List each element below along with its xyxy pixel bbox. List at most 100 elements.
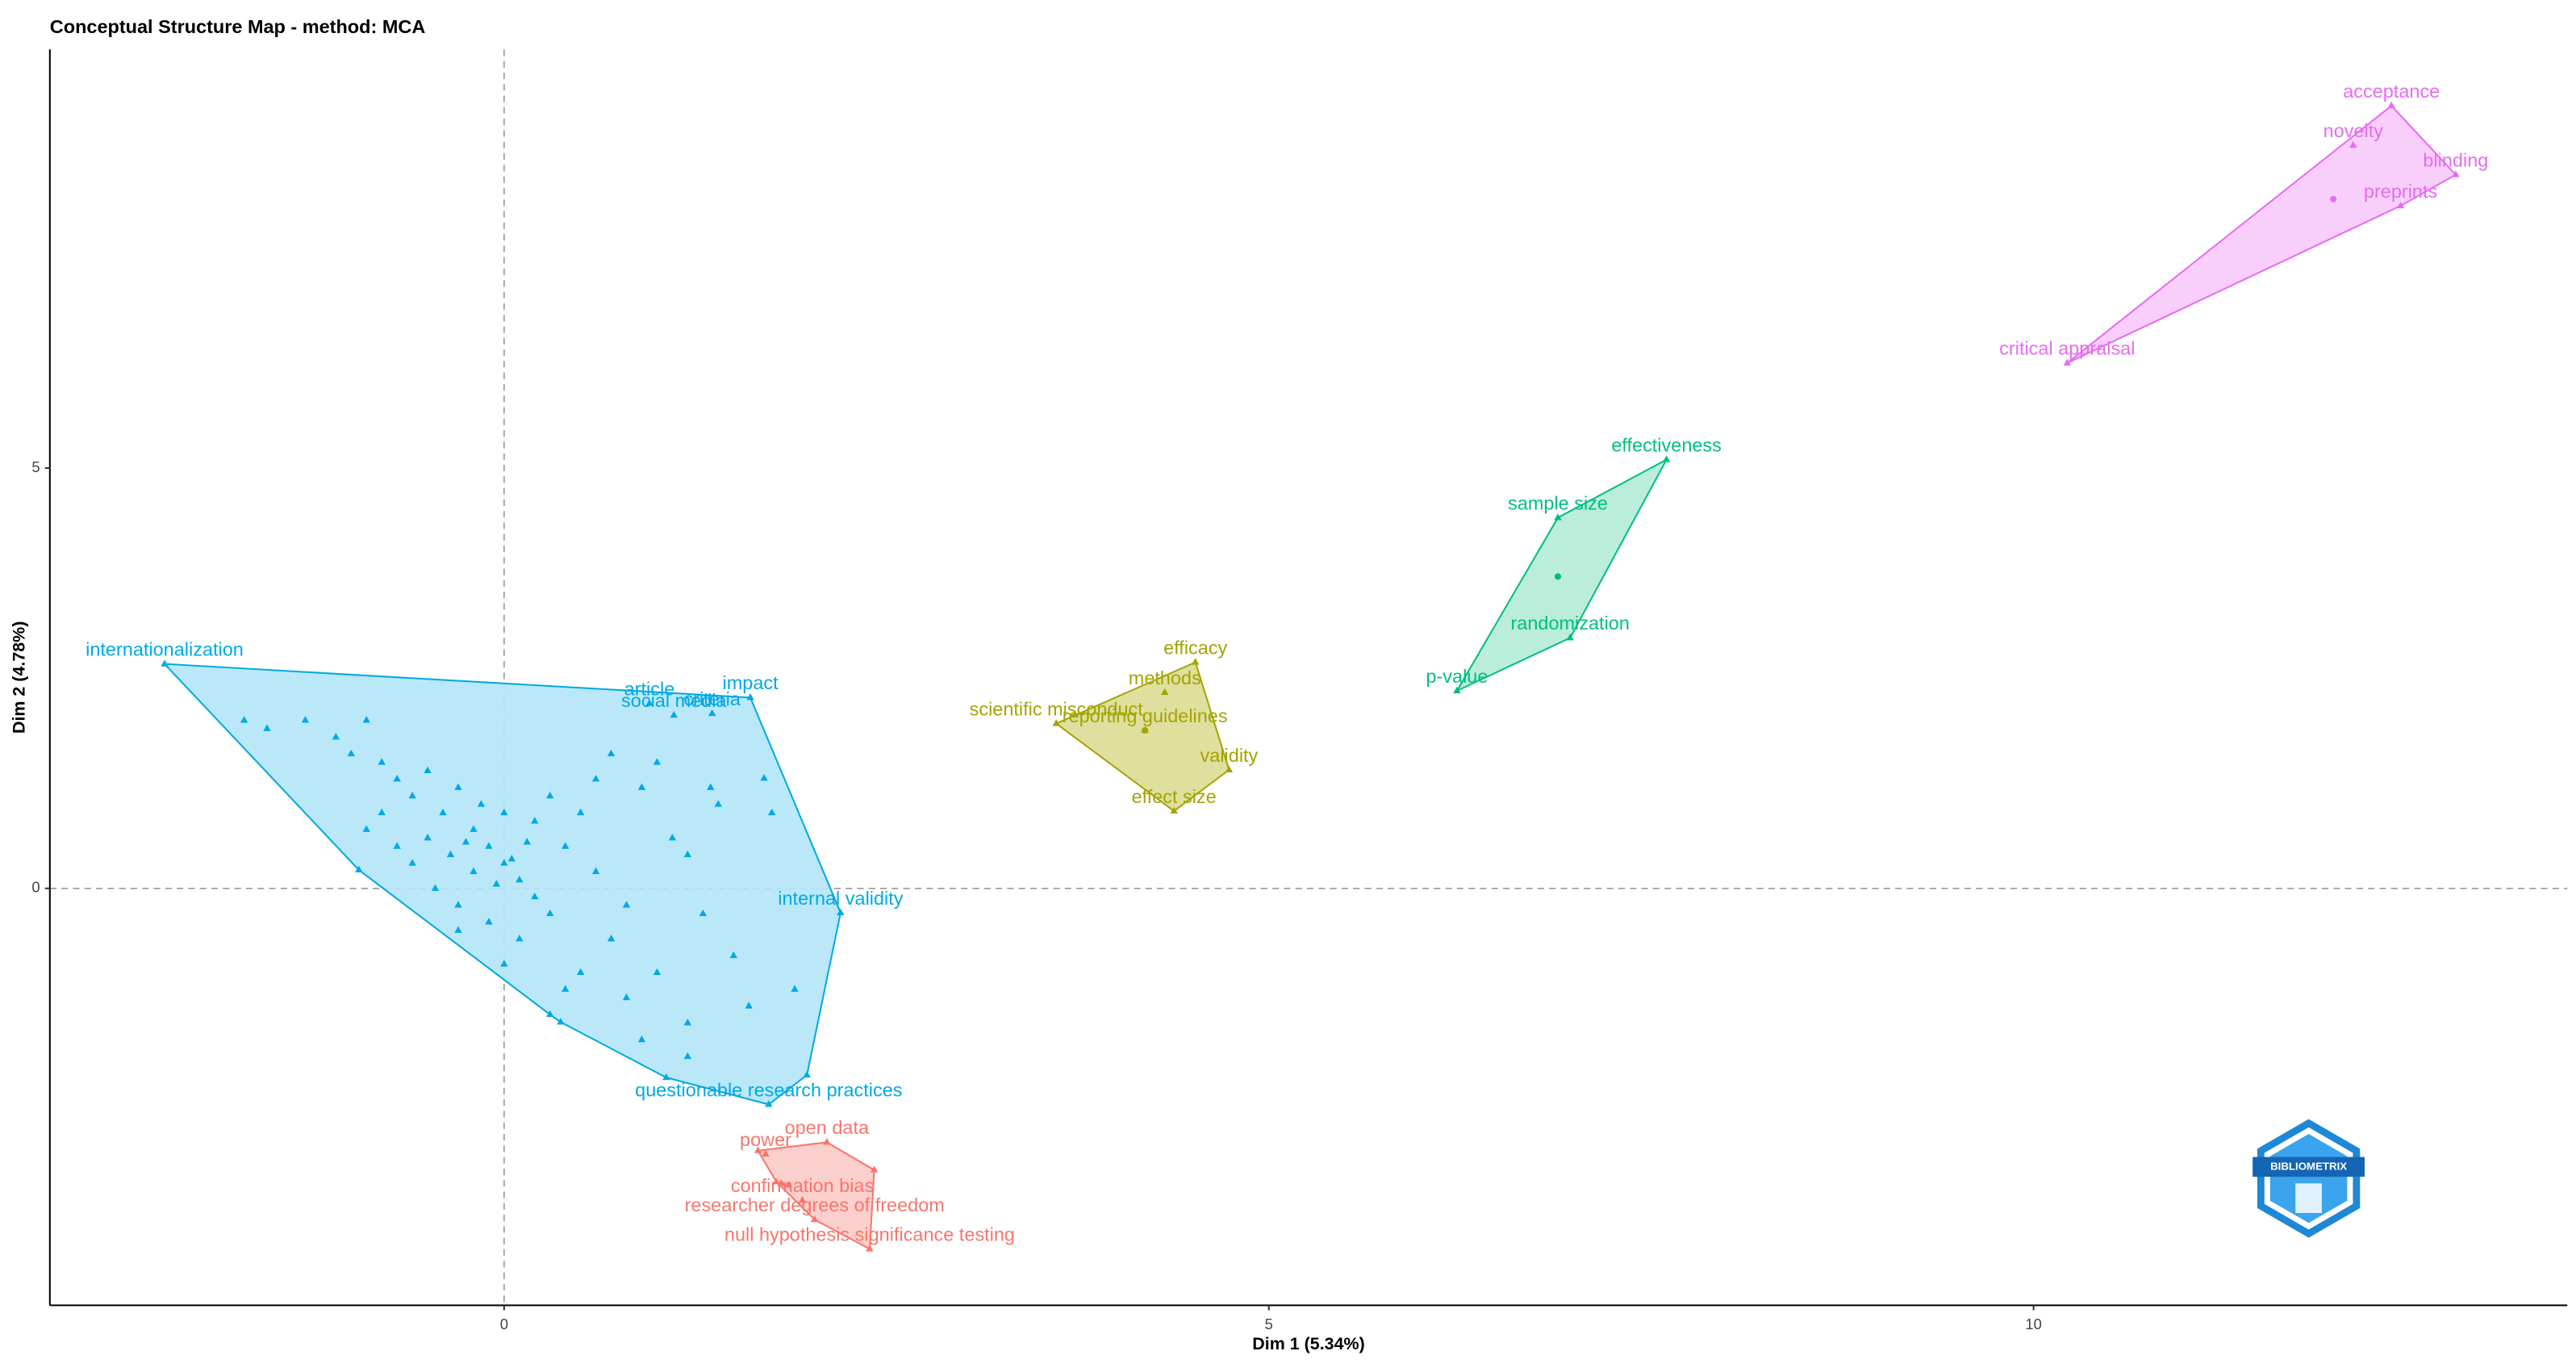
cluster: internationalization impact articlesocial … <box>86 639 904 1107</box>
point <box>645 699 653 706</box>
point <box>707 783 715 790</box>
point <box>754 1146 762 1153</box>
x-axis-title: Dim 1 (5.34%) <box>1252 1334 1364 1353</box>
point <box>714 800 722 807</box>
point <box>492 880 501 887</box>
point <box>454 783 462 790</box>
point <box>866 1244 874 1252</box>
point-label: p-value <box>1426 666 1488 687</box>
point-label: critical appraisal <box>1999 338 2135 359</box>
point <box>516 934 524 942</box>
point <box>516 876 524 883</box>
point <box>729 951 737 959</box>
plot-area: 0 5 1005internationalizationimpactarticles… <box>31 49 2568 1332</box>
point <box>347 749 355 757</box>
cluster-hull <box>2066 104 2457 364</box>
point <box>2349 140 2357 148</box>
point <box>531 892 539 900</box>
point <box>500 808 508 816</box>
point <box>546 1010 554 1018</box>
point-label: confirmation bias <box>731 1175 874 1196</box>
point <box>1662 455 1671 462</box>
point <box>2063 358 2072 366</box>
point-label: null hypothesis significance testing <box>724 1224 1015 1244</box>
cluster-hull <box>162 663 841 1106</box>
point <box>699 909 708 917</box>
logo-icon <box>2295 1183 2322 1214</box>
point <box>408 859 416 866</box>
point-label: power <box>740 1129 791 1150</box>
point <box>557 1018 565 1025</box>
point <box>2396 201 2405 209</box>
point-label: open data <box>785 1117 870 1138</box>
logo-hex-core <box>2269 1134 2348 1224</box>
point <box>500 859 508 866</box>
point <box>470 825 478 832</box>
point-label: criteria <box>683 688 741 709</box>
y-tick-label: 5 <box>31 458 40 475</box>
point <box>765 1100 773 1107</box>
point <box>561 985 570 992</box>
point <box>591 775 600 782</box>
point <box>622 993 631 1001</box>
point-label: social media <box>621 690 727 711</box>
point <box>332 732 340 740</box>
point-label: preprints <box>2364 181 2437 202</box>
point-label: impact <box>723 672 779 693</box>
logo-text: BIBLIOMETRIX <box>2270 1160 2347 1172</box>
point <box>607 749 616 757</box>
point <box>1554 513 1562 521</box>
point-label: methods <box>1129 667 1201 688</box>
point <box>393 775 401 782</box>
point <box>777 1179 785 1186</box>
point <box>546 909 554 917</box>
point <box>762 1149 770 1157</box>
point <box>791 985 799 992</box>
point-label: novelty <box>2323 120 2384 141</box>
point <box>1161 688 1169 696</box>
point <box>803 1070 811 1078</box>
x-tick-label: 10 <box>2025 1316 2041 1332</box>
point <box>745 1002 753 1009</box>
point <box>810 1215 819 1223</box>
point-label: randomization <box>1510 613 1629 634</box>
point-label: internal validity <box>778 888 903 909</box>
point <box>561 842 570 849</box>
point <box>637 1035 646 1043</box>
point <box>653 758 662 765</box>
cluster: effectiveness sample size randomization p-v… <box>1426 434 1722 694</box>
point-label: article <box>624 678 675 699</box>
point <box>767 808 776 816</box>
point <box>653 968 662 975</box>
point <box>823 1138 831 1145</box>
point <box>485 918 493 925</box>
point <box>1052 719 1060 726</box>
point <box>454 926 462 933</box>
point <box>683 850 692 858</box>
point <box>576 968 585 975</box>
point-label: effect size <box>1132 786 1217 807</box>
point-label: efficacy <box>1163 637 1227 658</box>
x-tick-label: 5 <box>1265 1316 1273 1332</box>
point <box>393 842 401 849</box>
point <box>446 850 455 858</box>
point-label: validity <box>1200 745 1259 766</box>
point <box>301 716 310 723</box>
point-label: reporting guidelines <box>1063 705 1228 726</box>
point-label: scientific misconduct <box>970 698 1144 719</box>
point <box>870 1165 879 1173</box>
centroid <box>1554 573 1562 580</box>
point-label: effectiveness <box>1611 434 1722 455</box>
point <box>439 808 447 816</box>
point <box>355 865 363 872</box>
point <box>662 1073 670 1081</box>
x-tick-label: 0 <box>500 1316 508 1332</box>
point <box>708 709 716 717</box>
point <box>424 766 432 774</box>
point <box>668 833 677 841</box>
logo: BIBLIOMETRIX <box>2252 1119 2365 1238</box>
cluster: acceptance blinding novelty preprints critic… <box>1999 81 2488 366</box>
point <box>431 884 440 891</box>
point <box>670 710 678 718</box>
